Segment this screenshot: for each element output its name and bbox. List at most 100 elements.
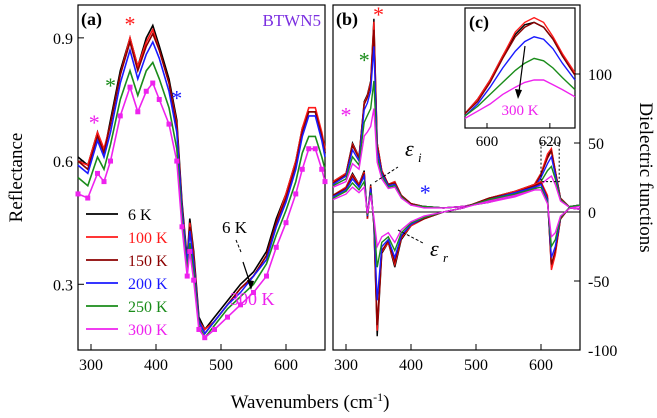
x-tick-label: 600 — [274, 357, 298, 374]
inset-series-line — [464, 21, 576, 115]
inset-series-line — [464, 57, 576, 117]
peak-star: * — [105, 73, 116, 98]
inset-series-line — [464, 79, 576, 120]
annotation-high-temp: 300 K — [230, 289, 275, 309]
data-point — [174, 158, 180, 164]
peak-star: * — [125, 11, 136, 36]
sample-label: BTWN5 — [262, 11, 321, 30]
peak-star: * — [420, 180, 431, 205]
series-line — [77, 81, 326, 339]
epsilon-i-line — [332, 108, 581, 210]
x-tick-label: 600 — [529, 357, 553, 374]
data-point — [187, 248, 193, 254]
data-point — [95, 170, 100, 176]
data-point — [264, 273, 269, 279]
peak-star: * — [89, 110, 100, 135]
zoom-region — [540, 142, 560, 183]
data-point — [101, 179, 107, 185]
epsilon-i-line — [332, 29, 581, 210]
panel-label: (c) — [469, 12, 489, 33]
x-tick-label: 300 — [79, 357, 103, 374]
data-point — [251, 290, 256, 295]
x-tick-label: 300 — [334, 357, 358, 374]
inset-panel: 600 620 (c) 300 K — [464, 7, 576, 150]
y-tick-label: 0.9 — [53, 31, 73, 48]
data-point — [127, 84, 133, 90]
annotation-line — [235, 239, 242, 253]
data-point — [143, 88, 149, 94]
y-tick-label: 100 — [588, 67, 612, 84]
data-point — [75, 191, 81, 197]
y-tick-label: 50 — [588, 136, 604, 153]
x-tick-label: 400 — [399, 357, 423, 374]
inset-series-line — [464, 16, 576, 115]
data-point — [184, 273, 190, 279]
data-point — [312, 146, 318, 152]
y-tick-label: -100 — [588, 343, 617, 360]
peak-star: * — [171, 85, 182, 110]
inset-x-tick-label: 620 — [539, 134, 562, 150]
data-point — [322, 179, 328, 185]
annotation-low-temp: 6 K — [222, 218, 248, 237]
y-tick-label: 0.6 — [53, 154, 73, 171]
y-axis-label: Reflectance — [6, 133, 27, 223]
data-point — [319, 166, 325, 172]
inset-arrow-label: 300 K — [501, 103, 538, 119]
panel-label: (a) — [81, 9, 102, 30]
x-tick-label: 500 — [209, 357, 233, 374]
data-point — [299, 166, 305, 172]
data-point — [191, 277, 197, 283]
x-tick-label: 500 — [464, 357, 488, 374]
data-point — [238, 302, 243, 308]
data-point — [306, 146, 312, 152]
temp-arrowhead — [515, 89, 522, 99]
inset-x-tick-label: 600 — [476, 134, 499, 150]
data-point — [85, 195, 91, 201]
dielectric-panel: 300 400 500 600 -100 -50 0 50 100 Dielectric func… — [332, 2, 656, 374]
data-point — [225, 314, 230, 320]
data-point — [179, 224, 185, 230]
annotation-line — [374, 166, 399, 183]
x-axis-label: Wavenumbers (cm-1) — [231, 390, 390, 413]
epsilon-i-subscript: i — [418, 150, 422, 165]
temp-arrow — [518, 45, 526, 93]
y-tick-label: -50 — [588, 274, 609, 291]
data-point — [135, 109, 141, 115]
temp-arrowhead — [247, 280, 254, 290]
data-point — [166, 121, 172, 127]
legend-label: 200 K — [128, 276, 168, 293]
data-point — [273, 244, 279, 250]
data-point — [156, 96, 162, 102]
series-line — [77, 40, 326, 336]
data-point — [108, 158, 113, 164]
data-point — [150, 80, 156, 86]
data-point — [196, 326, 202, 332]
y-tick-label: 0.3 — [53, 277, 73, 294]
reflectance-panel: 300 400 500 600 0.3 0.6 0.9 Reflectance (a) BTWN5… — [6, 4, 328, 374]
legend-label: 6 K — [128, 207, 152, 224]
legend-label: 300 K — [128, 322, 168, 339]
y-axis-label: Dielectric functions — [635, 102, 656, 252]
peak-star: * — [359, 47, 370, 72]
inset-series-line — [464, 36, 576, 117]
legend-label: 150 K — [128, 253, 168, 270]
epsilon-r-subscript: r — [443, 250, 449, 265]
data-point — [202, 335, 208, 341]
data-point — [117, 113, 123, 119]
plot-frame — [77, 4, 326, 351]
epsilon-r-line — [332, 185, 581, 250]
plot-frame — [332, 4, 581, 351]
series-line — [77, 60, 326, 340]
peak-star: * — [373, 2, 384, 27]
data-point — [212, 326, 217, 332]
legend-label: 100 K — [128, 230, 168, 247]
x-tick-label: 400 — [144, 357, 168, 374]
panel-label: (b) — [336, 9, 358, 30]
y-tick-label: 0 — [588, 205, 596, 222]
peak-star: * — [341, 103, 352, 128]
epsilon-i-label: ε — [405, 136, 414, 161]
epsilon-r-label: ε — [430, 236, 439, 261]
legend-label: 250 K — [128, 299, 168, 316]
data-point — [283, 220, 289, 226]
